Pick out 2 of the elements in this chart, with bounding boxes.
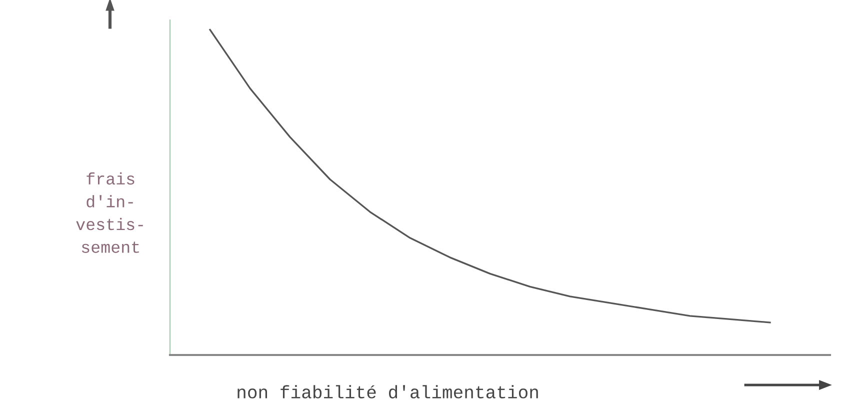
y-axis-title: frais d'in- vestis- sement: [76, 172, 143, 253]
x-axis-title: non fiabilité d'alimentation: [238, 385, 538, 398]
